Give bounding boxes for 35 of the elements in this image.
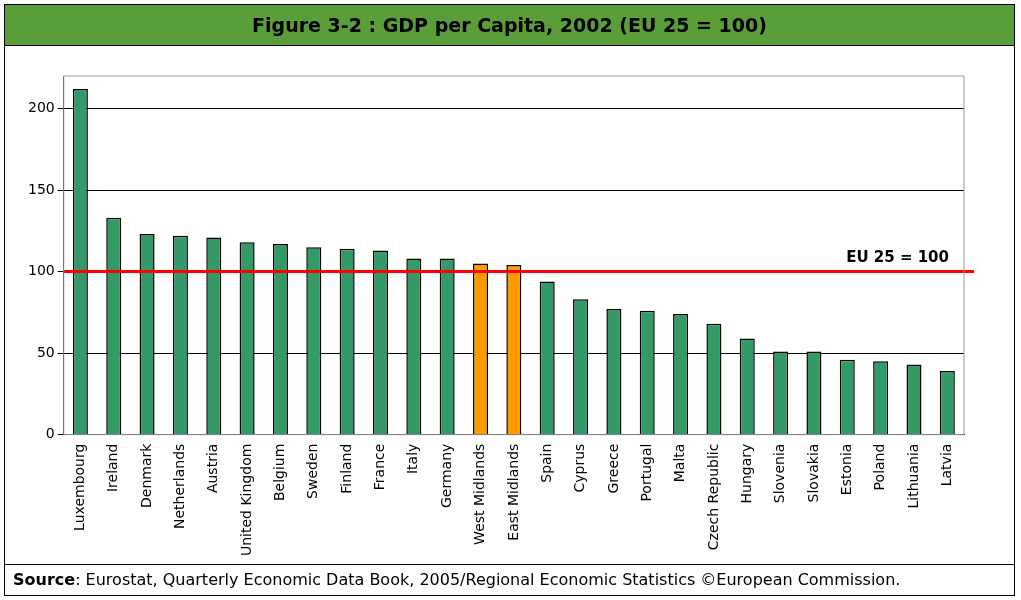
x-tick-label: Hungary (737, 443, 754, 504)
x-tick-label: Czech Republic (704, 443, 721, 551)
ref-line-label: EU 25 = 100 (846, 248, 949, 267)
x-tick-label: Finland (337, 443, 354, 494)
y-tick-label: 0 (45, 425, 55, 442)
x-tick-label: United Kingdom (237, 443, 254, 557)
y-tick-label: 200 (27, 99, 55, 116)
x-tick-label: Spain (537, 443, 554, 483)
x-tick-label: Slovakia (804, 443, 821, 503)
y-tick-label: 50 (36, 343, 55, 360)
x-tick-label: Austria (204, 443, 221, 494)
source-note: Source: Eurostat, Quarterly Economic Data Book, 2005/Regional Economic Statistics ©European Commission. (13, 570, 901, 589)
x-tick-label: East Midlands (504, 443, 521, 541)
x-tick-label: Netherlands (171, 443, 188, 529)
x-tick-label: Estonia (837, 443, 854, 496)
x-tick-label: Luxembourg (71, 443, 88, 531)
x-tick-label: Ireland (104, 443, 121, 493)
x-tick-label: Germany (437, 443, 454, 508)
x-tick-label: Lithuania (904, 443, 921, 509)
x-tick-label: Slovenia (771, 443, 788, 504)
x-tick-label: Malta (671, 443, 688, 483)
chart-title: Figure 3-2 : GDP per Capita, 2002 (EU 25 = 100) (5, 5, 1014, 46)
x-tick-label: Latvia (937, 443, 954, 487)
x-tick-label: Italy (404, 443, 421, 475)
x-tick-label: Poland (871, 443, 888, 491)
x-tick-label: Denmark (137, 442, 154, 508)
x-tick-label: Greece (604, 443, 621, 494)
y-tick-label: 100 (27, 262, 55, 279)
y-tick-label: 150 (27, 180, 55, 197)
x-tick-label: France (371, 443, 388, 491)
x-tick-label: Portugal (637, 443, 654, 502)
x-tick-label: West Midlands (471, 443, 488, 545)
x-tick-label: Cyprus (571, 443, 588, 493)
x-tick-label: Sweden (304, 443, 321, 499)
x-tick-label: Belgium (271, 443, 288, 502)
